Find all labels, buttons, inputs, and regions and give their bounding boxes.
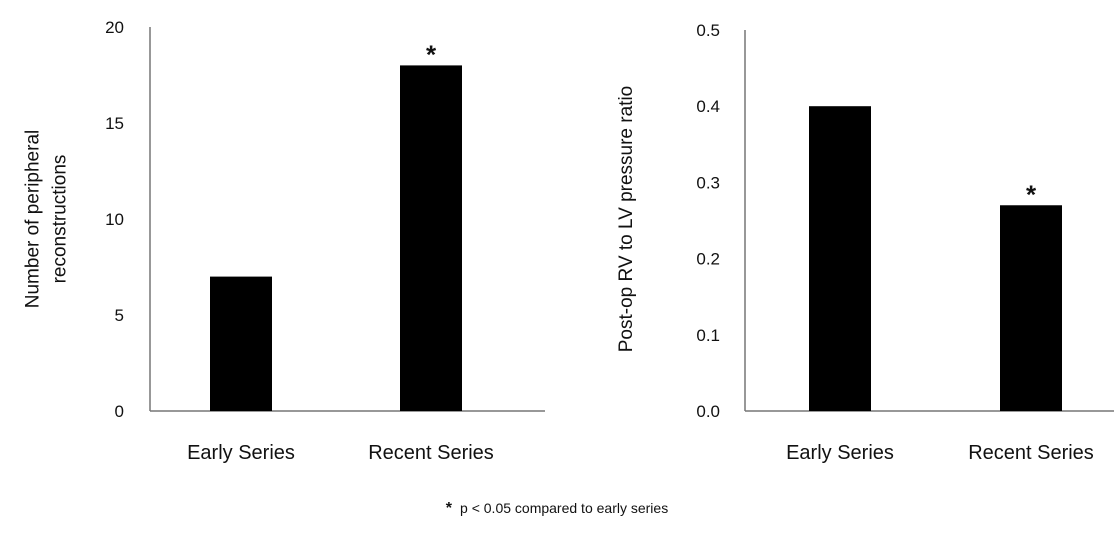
bar bbox=[1000, 205, 1062, 411]
y-tick-label: 0.1 bbox=[696, 326, 720, 345]
x-category-label: Recent Series bbox=[368, 442, 494, 464]
y-tick-label: 0.0 bbox=[696, 402, 720, 421]
chart-rv-lv-pressure-ratio: 0.0 0.1 0.2 0.3 0.4 0.5 Early Series Recent Ser… bbox=[616, 21, 1114, 464]
y-tick-label: 0.4 bbox=[696, 97, 720, 116]
significance-marker: * bbox=[1026, 179, 1037, 209]
y-tick-label: 20 bbox=[105, 18, 124, 37]
x-category-label: Early Series bbox=[786, 442, 894, 464]
y-tick-label: 0.3 bbox=[696, 173, 720, 192]
y-axis-label: Number of peripheral bbox=[23, 130, 44, 308]
footnote: * p < 0.05 compared to early series bbox=[0, 500, 1114, 518]
y-tick-label: 15 bbox=[105, 114, 124, 133]
chart-peripheral-reconstructions: 0 5 10 15 20 Early Series Recent Series * Number… bbox=[23, 18, 545, 464]
bar bbox=[210, 276, 272, 411]
footnote-symbol: * bbox=[445, 500, 453, 517]
y-tick-label: 10 bbox=[105, 210, 124, 229]
y-tick-label: 5 bbox=[115, 306, 124, 325]
y-tick-label: 0.5 bbox=[696, 21, 720, 40]
y-axis-label: Post-op RV to LV pressure ratio bbox=[616, 86, 637, 352]
footnote-text: p < 0.05 compared to early series bbox=[460, 500, 669, 516]
x-category-label: Early Series bbox=[187, 442, 295, 464]
y-tick-label: 0 bbox=[115, 402, 124, 421]
y-tick-label: 0.2 bbox=[696, 250, 720, 269]
x-category-label: Recent Series bbox=[968, 442, 1094, 464]
y-axis-label: reconstructions bbox=[50, 155, 71, 284]
significance-marker: * bbox=[426, 39, 437, 69]
bar bbox=[809, 106, 871, 411]
bar bbox=[400, 65, 462, 412]
